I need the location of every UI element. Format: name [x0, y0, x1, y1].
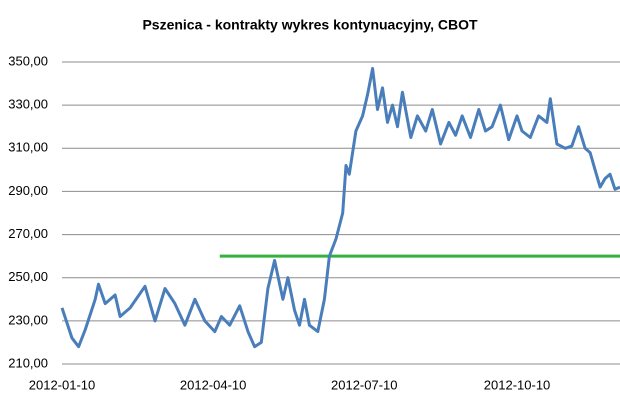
y-tick-label: 210,00: [8, 355, 48, 370]
x-tick-label: 2012-10-10: [484, 377, 551, 392]
chart-title: Pszenica - kontrakty wykres kontynuacyjn…: [142, 17, 478, 33]
x-tick-label: 2012-04-10: [180, 377, 247, 392]
y-tick-label: 350,00: [8, 53, 48, 68]
line-series: [60, 67, 620, 349]
x-tick-label: 2012-01-10: [29, 377, 96, 392]
y-tick-label: 230,00: [8, 312, 48, 327]
y-tick-label: 330,00: [8, 97, 48, 112]
y-tick-label: 290,00: [8, 183, 48, 198]
y-tick-label: 310,00: [8, 140, 48, 155]
y-tick-label: 250,00: [8, 269, 48, 284]
y-tick-label: 270,00: [8, 226, 48, 241]
x-tick-label: 2012-07-10: [331, 377, 398, 392]
